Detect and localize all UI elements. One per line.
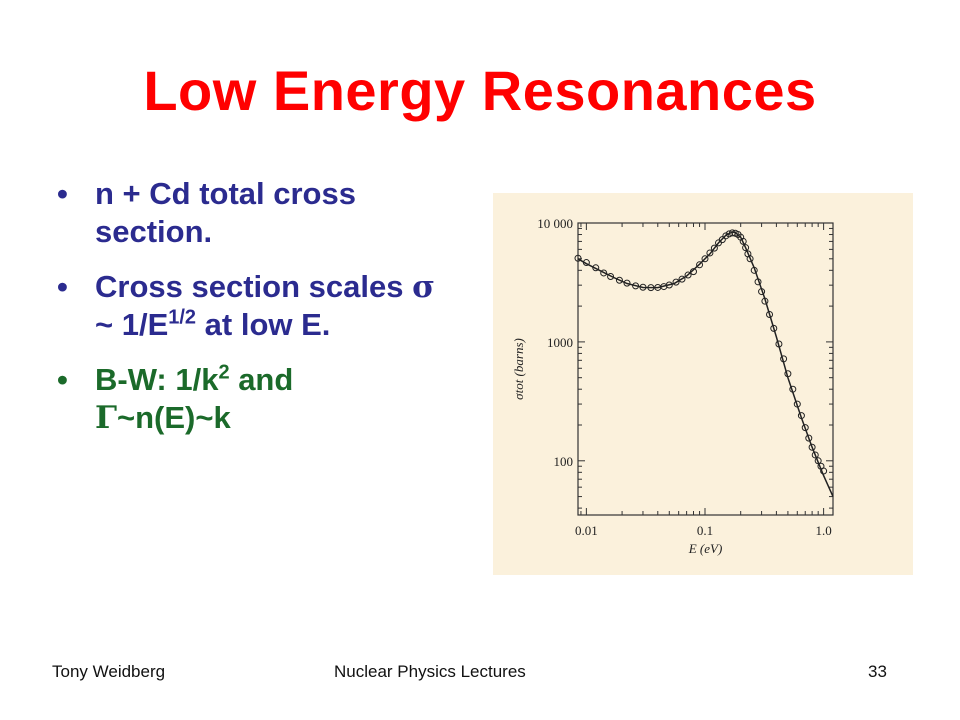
data-point: [665, 281, 673, 289]
data-point: [678, 275, 686, 283]
bullet-list: • n + Cd total cross section. • Cross se…: [55, 175, 445, 454]
y-axis-label: σtot (barns): [511, 338, 526, 400]
data-point: [761, 297, 769, 305]
data-point: [750, 266, 758, 274]
page-number: 33: [868, 662, 887, 681]
data-point: [805, 434, 813, 442]
data-point: [696, 261, 704, 269]
data-point: [615, 276, 623, 284]
exponent: 1/2: [168, 306, 197, 329]
bullet-text-mid: ~ 1/E: [95, 307, 169, 342]
exponent: 2: [218, 361, 230, 384]
data-point: [718, 236, 726, 244]
bullet-text-post: and: [229, 362, 294, 397]
gamma-symbol: Γ: [95, 400, 118, 436]
footer-author: Tony Weidberg: [52, 662, 166, 681]
cross-section-figure: 0.01 0.1 1.0 100 1000 10 000 E (eV) σtot (barn…: [493, 193, 913, 575]
bullet-dot: •: [57, 269, 68, 304]
bullet-dot: •: [57, 362, 68, 397]
bullet-item: • Cross section scales σ ~ 1/E1/2 at low…: [55, 268, 445, 344]
data-point: [793, 400, 801, 408]
x-tick-label: 0.1: [697, 523, 713, 538]
data-point: [814, 457, 822, 465]
data-point: [801, 424, 809, 432]
cross-section-chart: 0.01 0.1 1.0 100 1000 10 000 E (eV) σtot (barn…: [511, 216, 834, 556]
slide-title: Low Energy Resonances: [143, 59, 817, 122]
sigma-symbol: σ: [412, 269, 435, 305]
data-point: [689, 268, 697, 276]
bullet-text-post2: ~n(E)~k: [117, 400, 231, 435]
data-point: [710, 244, 718, 252]
bullet-text: n + Cd total cross section.: [95, 176, 356, 249]
data-point: [623, 279, 631, 287]
data-point: [797, 412, 805, 420]
footer-course: Nuclear Physics Lectures: [334, 662, 526, 681]
x-tick-label: 1.0: [815, 523, 831, 538]
data-point: [600, 269, 608, 277]
y-tick-label: 10 000: [537, 216, 573, 231]
data-point: [742, 244, 750, 252]
bullet-item: • B-W: 1/k2 and Γ~n(E)~k: [55, 361, 445, 437]
data-point: [784, 370, 792, 378]
data-point: [766, 310, 774, 318]
data-point: [701, 255, 709, 263]
data-point: [820, 467, 828, 475]
data-point: [607, 272, 615, 280]
data-point: [582, 259, 590, 267]
data-point: [775, 340, 783, 348]
data-point: [639, 283, 647, 291]
data-point: [647, 284, 655, 292]
data-point: [706, 249, 714, 257]
data-point: [632, 282, 640, 290]
data-point: [770, 324, 778, 332]
data-point: [684, 271, 692, 279]
data-point: [811, 451, 819, 459]
data-point: [789, 385, 797, 393]
plot-frame: [577, 222, 834, 516]
data-point: [808, 443, 816, 451]
x-tick-label: 0.01: [575, 523, 598, 538]
bullet-dot: •: [57, 176, 68, 211]
y-tick-label: 100: [554, 454, 574, 469]
data-point: [754, 278, 762, 286]
bullet-item: • n + Cd total cross section.: [55, 175, 445, 251]
bullet-text-post: at low E.: [196, 307, 331, 342]
data-point: [574, 254, 582, 262]
y-tick-label: 1000: [547, 335, 573, 350]
bullet-text-pre: Cross section scales: [95, 269, 413, 304]
fit-curve: [577, 231, 834, 497]
data-point: [672, 278, 680, 286]
data-point: [758, 288, 766, 296]
data-point: [592, 264, 600, 272]
data-point: [746, 255, 754, 263]
x-axis-label: E (eV): [688, 541, 723, 556]
data-point: [739, 237, 747, 245]
data-point: [780, 355, 788, 363]
bullet-text-pre: B-W: 1/k: [95, 362, 219, 397]
